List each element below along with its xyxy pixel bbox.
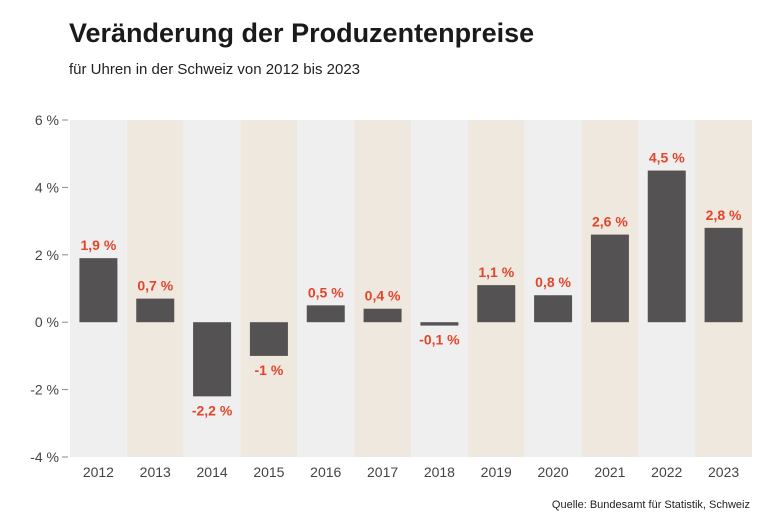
x-tick-2018: 2018: [424, 464, 455, 480]
y-tick-label: 0 %: [35, 314, 59, 330]
bar-2015: [249, 322, 288, 356]
x-tick-2013: 2013: [140, 464, 171, 480]
data-label-2023: 2,8 %: [706, 207, 742, 223]
x-tick-2020: 2020: [538, 464, 569, 480]
x-tick-2012: 2012: [83, 464, 114, 480]
y-axis: 6 % 4 % 2 % 0 % -2 % -4 %: [30, 112, 68, 465]
x-axis: 2012 2013 2014 2015 2016 2017 2018 2019 2020 2021…: [83, 464, 740, 480]
y-tick-label: 2 %: [35, 247, 59, 263]
bar-2017: [363, 308, 402, 323]
data-label-2013: 0,7 %: [137, 278, 173, 294]
bar-2022: [647, 170, 686, 323]
x-tick-2015: 2015: [253, 464, 284, 480]
data-label-2017: 0,4 %: [365, 288, 401, 304]
x-tick-2023: 2023: [708, 464, 739, 480]
data-labels: 1,9 % 0,7 % -2,2 % -1 % 0,5 % 0,4 % -0,1 % 1,1 …: [81, 150, 743, 419]
bar-2021: [590, 234, 629, 323]
column-band-2015: [240, 120, 298, 457]
bar-2014: [193, 322, 232, 397]
bar-2019: [477, 285, 516, 323]
column-band-2016: [297, 120, 355, 457]
column-band-2017: [354, 120, 411, 457]
data-label-2020: 0,8 %: [535, 274, 571, 290]
bar-2016: [306, 305, 345, 323]
data-label-2021: 2,6 %: [592, 214, 628, 230]
x-tick-2016: 2016: [310, 464, 341, 480]
data-label-2019: 1,1 %: [478, 264, 514, 280]
data-label-2016: 0,5 %: [308, 284, 344, 300]
column-band-2020: [524, 120, 582, 457]
bar-2012: [79, 258, 118, 323]
data-label-2012: 1,9 %: [81, 237, 117, 253]
bars: [79, 170, 743, 397]
bar-2023: [704, 227, 743, 323]
x-tick-2021: 2021: [594, 464, 625, 480]
x-tick-2014: 2014: [197, 464, 228, 480]
data-label-2018: -0,1 %: [419, 332, 460, 348]
x-tick-2022: 2022: [651, 464, 682, 480]
data-label-2014: -2,2 %: [192, 402, 233, 418]
y-tick-label: -4 %: [30, 449, 59, 465]
bar-2013: [136, 298, 175, 323]
y-tick-label: 4 %: [35, 179, 59, 195]
column-band-2018: [411, 120, 468, 457]
y-tick-label: -2 %: [30, 382, 59, 398]
chart-subtitle: für Uhren in der Schweiz von 2012 bis 20…: [69, 61, 361, 78]
x-tick-2019: 2019: [481, 464, 512, 480]
x-tick-2017: 2017: [367, 464, 398, 480]
data-label-2015: -1 %: [255, 362, 284, 378]
bar-2018: [420, 322, 459, 326]
chart-title: Veränderung der Produzentenpreise: [69, 18, 535, 48]
data-label-2022: 4,5 %: [649, 150, 685, 166]
y-tick-label: 6 %: [35, 112, 59, 128]
source-note: Quelle: Bundesamt für Statistik, Schweiz: [551, 499, 750, 511]
column-band-2014: [183, 120, 241, 457]
bar-2020: [534, 295, 573, 323]
column-band-2013: [126, 120, 184, 457]
